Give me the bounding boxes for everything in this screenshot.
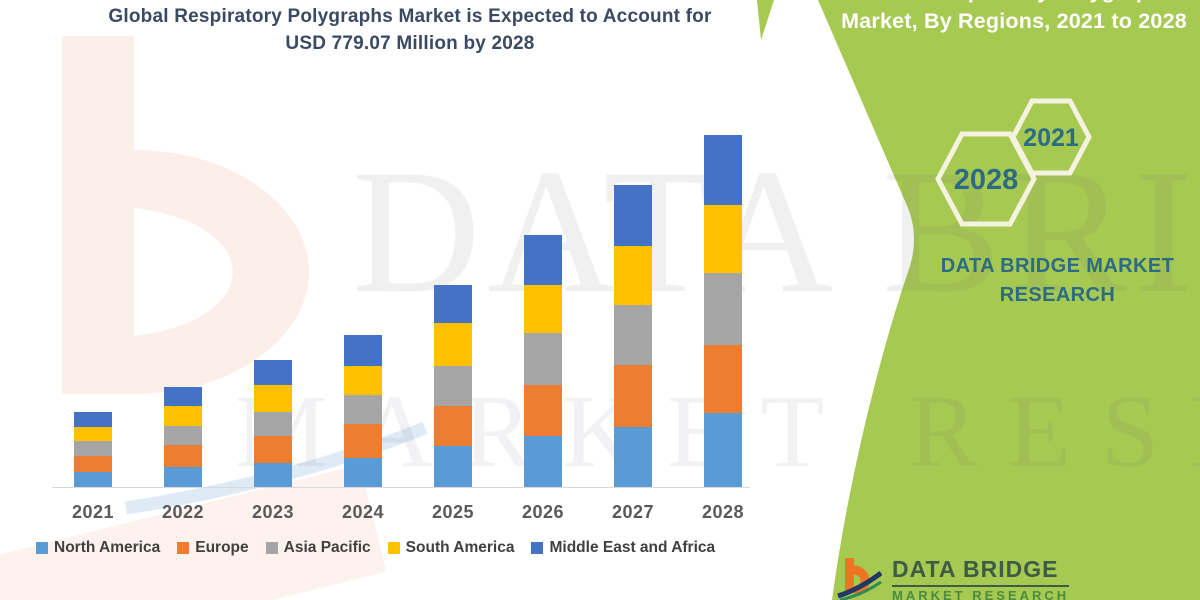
- bar-segment-middle-east-and-africa: [524, 234, 562, 285]
- bar-segment-north-america: [524, 435, 562, 487]
- bar-segment-asia-pacific: [434, 365, 472, 407]
- hexagon-2021-label: 2021: [1023, 124, 1079, 152]
- x-axis-label: 2021: [71, 502, 115, 522]
- bar-segment-south-america: [164, 406, 202, 426]
- legend-item: Europe: [177, 539, 249, 557]
- footer-logo-name: DATA BRIDGE: [892, 556, 1070, 587]
- bar-segment-asia-pacific: [344, 395, 382, 425]
- bar-segment-north-america: [164, 467, 202, 487]
- x-axis-label: 2023: [251, 502, 295, 522]
- bar-segment-asia-pacific: [704, 273, 742, 346]
- x-axis-label: 2028: [701, 502, 745, 522]
- bar-segment-europe: [524, 384, 562, 436]
- brand-line2: RESEARCH: [999, 284, 1116, 306]
- bar-segment-middle-east-and-africa: [74, 411, 112, 428]
- x-axis-label: 2025: [431, 502, 475, 522]
- bar-segment-europe: [254, 435, 292, 464]
- legend-label: South America: [405, 539, 515, 556]
- hexagon-2028-label: 2028: [954, 164, 1019, 196]
- legend-label: Asia Pacific: [283, 539, 371, 556]
- legend-label: Middle East and Africa: [549, 539, 716, 556]
- brand-line1: DATA BRIDGE MARKET: [940, 255, 1175, 277]
- legend-swatch: [36, 542, 48, 554]
- x-axis-label: 2027: [611, 502, 655, 522]
- legend-item: Asia Pacific: [265, 539, 371, 557]
- x-axis-label: 2022: [161, 502, 205, 522]
- bar-segment-middle-east-and-africa: [164, 387, 202, 407]
- legend-item: North America: [36, 539, 160, 557]
- legend-swatch: [387, 542, 400, 554]
- legend-label: Europe: [195, 539, 249, 556]
- bar-segment-middle-east-and-africa: [614, 184, 652, 246]
- bar-segment-europe: [434, 406, 472, 446]
- bar-segment-europe: [344, 424, 382, 459]
- bar-segment-middle-east-and-africa: [254, 359, 292, 385]
- bar-segment-south-america: [344, 366, 382, 396]
- legend-swatch: [177, 542, 190, 554]
- bar-segment-asia-pacific: [74, 441, 112, 457]
- bar-segment-europe: [164, 444, 202, 468]
- bar-segment-asia-pacific: [614, 304, 652, 365]
- panel-heading-clipped-line: Global Respiratory Polygraphs: [828, 0, 1200, 6]
- bar-segment-asia-pacific: [254, 411, 292, 436]
- bar-segment-europe: [704, 345, 742, 413]
- legend-item: South America: [387, 539, 515, 557]
- bar-segment-middle-east-and-africa: [434, 284, 472, 323]
- bar-segment-middle-east-and-africa: [344, 335, 382, 367]
- footer-logo-subname: MARKET RESEARCH: [892, 588, 1070, 600]
- bar-segment-south-america: [704, 204, 742, 274]
- dbmr-logo-icon: [837, 558, 882, 600]
- bar-segment-north-america: [254, 463, 292, 487]
- bar-segment-middle-east-and-africa: [704, 134, 742, 205]
- bar-segment-south-america: [524, 284, 562, 333]
- bar-segment-south-america: [614, 245, 652, 305]
- watermark-logo-bar: [62, 36, 134, 394]
- legend: North America Europe Asia Pacific South Ame…: [36, 539, 715, 557]
- chart-title-line1: Global Respiratory Polygraphs Market is …: [108, 6, 712, 27]
- footer-logo: DATA BRIDGE MARKET RESEARCH: [836, 556, 1070, 600]
- chart-title: Global Respiratory Polygraphs Market is …: [25, 3, 795, 57]
- legend-label: North America: [54, 539, 161, 556]
- x-axis-line: [52, 487, 750, 488]
- legend-swatch: [265, 542, 278, 554]
- bar-segment-north-america: [344, 458, 382, 487]
- panel-heading-line: Market, By Regions, 2021 to 2028: [841, 9, 1187, 33]
- legend-swatch: [531, 542, 544, 554]
- bar-segment-europe: [614, 364, 652, 427]
- legend-item: Middle East and Africa: [531, 539, 715, 557]
- bar-segment-north-america: [614, 426, 652, 487]
- bar-segment-south-america: [74, 427, 112, 442]
- bar-segment-north-america: [704, 412, 742, 487]
- panel-heading: Global Respiratory Polygraphs Market, By…: [828, 0, 1200, 36]
- hexagon-2028-icon: 2028: [935, 131, 1037, 227]
- bar-segment-asia-pacific: [164, 425, 202, 445]
- x-axis-label: 2026: [521, 502, 565, 522]
- brand-text: DATA BRIDGE MARKET RESEARCH: [930, 252, 1185, 310]
- bar-segment-north-america: [74, 472, 112, 487]
- x-axis-label: 2024: [341, 502, 385, 522]
- bar-segment-south-america: [254, 384, 292, 412]
- bar-segment-europe: [74, 456, 112, 473]
- chart-title-line2: USD 779.07 Million by 2028: [285, 33, 535, 54]
- bar-segment-north-america: [434, 445, 472, 487]
- bar-segment-asia-pacific: [524, 332, 562, 385]
- bar-segment-south-america: [434, 322, 472, 366]
